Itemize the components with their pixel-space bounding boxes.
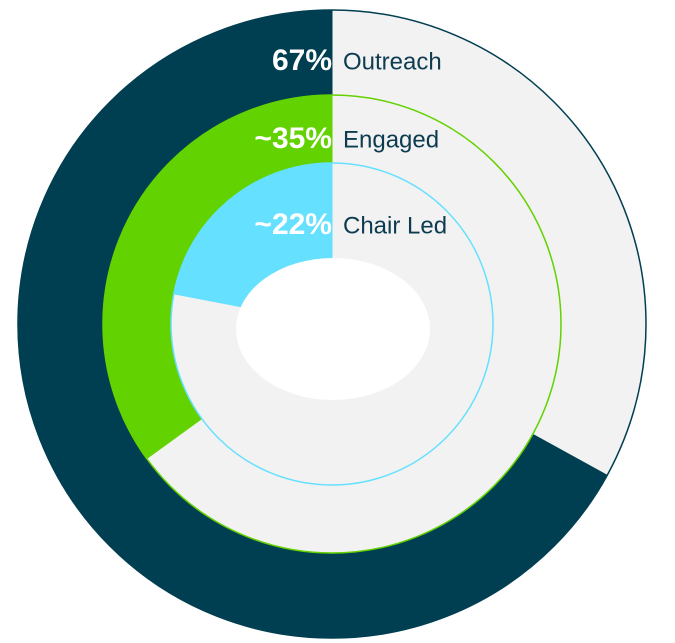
value-label: 67%	[272, 44, 332, 77]
category-label: Chair Led	[343, 212, 447, 239]
category-label: Outreach	[343, 48, 442, 75]
value-label: ~35%	[254, 122, 332, 155]
center-hole	[236, 258, 430, 400]
category-label: Engaged	[343, 126, 439, 153]
value-label: ~22%	[254, 208, 332, 241]
